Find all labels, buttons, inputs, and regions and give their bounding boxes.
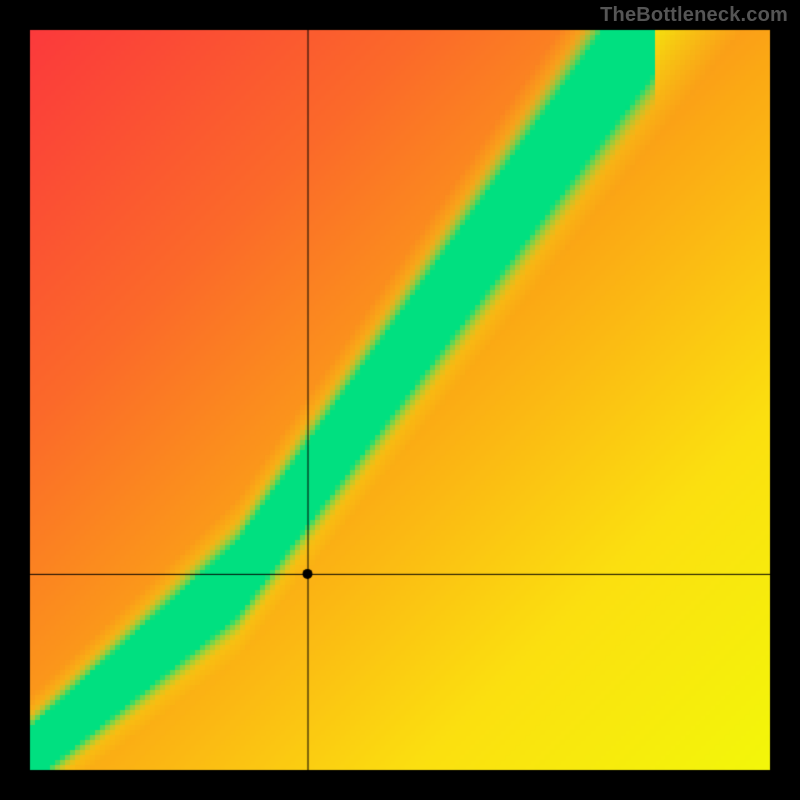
chart-container: TheBottleneck.com [0,0,800,800]
bottleneck-heatmap [0,0,800,800]
attribution-label: TheBottleneck.com [600,4,788,27]
